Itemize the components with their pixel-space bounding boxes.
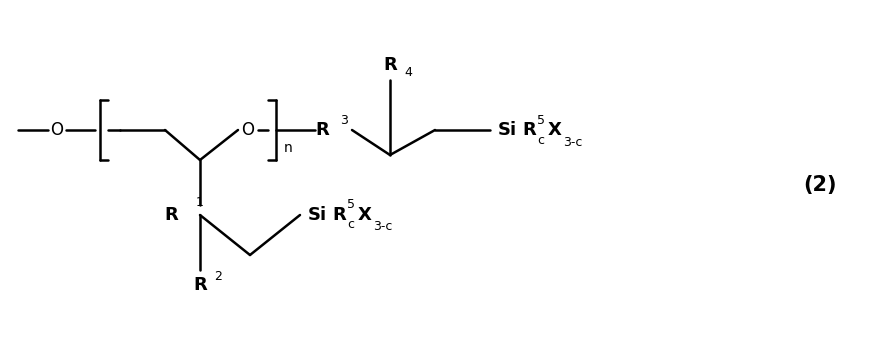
Text: Si: Si [308,206,327,224]
Text: 3: 3 [340,114,348,127]
Text: (2): (2) [803,175,836,195]
Text: n: n [284,141,292,155]
Text: O: O [51,121,64,139]
Text: Si: Si [498,121,517,139]
Text: 1: 1 [196,197,204,210]
Text: 3-c: 3-c [563,135,583,149]
Text: 3-c: 3-c [373,221,392,233]
Text: O: O [242,121,255,139]
Text: R: R [332,206,346,224]
Text: 5: 5 [537,114,545,127]
Text: 5: 5 [347,198,355,211]
Text: R: R [164,206,178,224]
Text: R: R [315,121,329,139]
Text: R: R [522,121,536,139]
Text: c: c [537,134,544,146]
Text: X: X [358,206,372,224]
Text: R: R [193,276,206,294]
Text: X: X [548,121,562,139]
Text: c: c [347,218,354,232]
Text: 2: 2 [214,270,222,284]
Text: 4: 4 [404,67,412,79]
Text: R: R [383,56,397,74]
